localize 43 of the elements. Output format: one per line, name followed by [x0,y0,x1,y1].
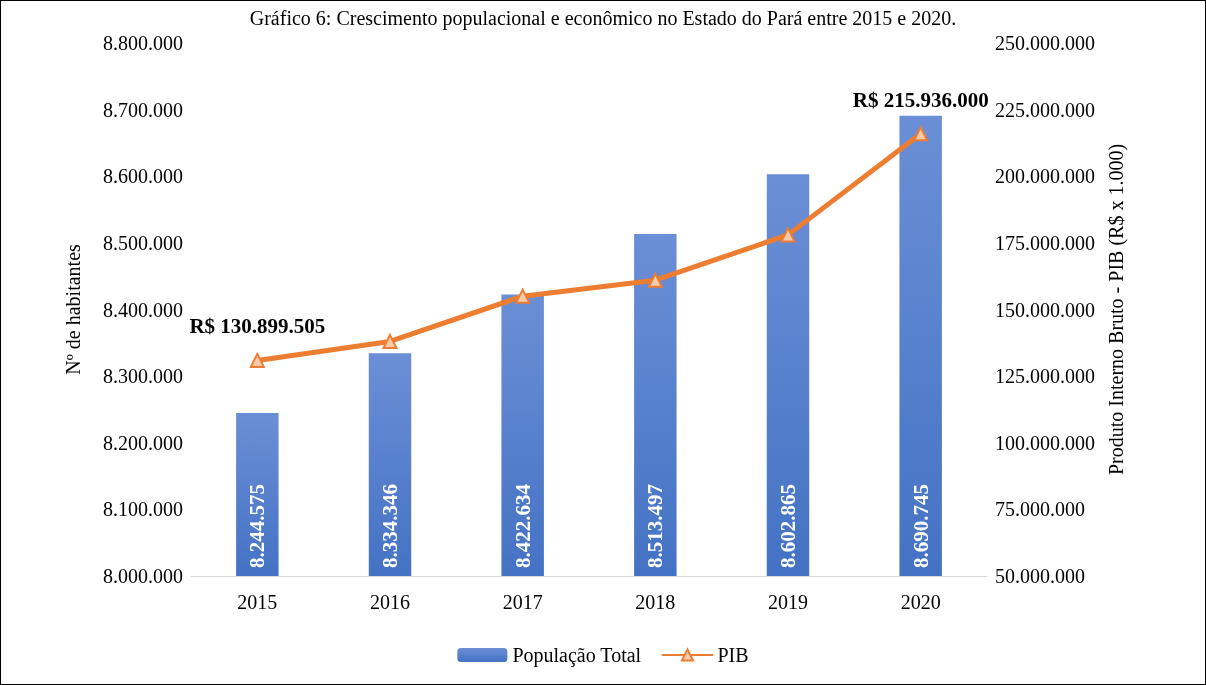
y-tick-label: 8.400.000 [103,298,183,321]
y2-tick-label: 75.000.000 [995,498,1085,521]
legend-label: PIB [717,644,749,666]
x-tick-label: 2016 [370,591,410,613]
y2-tick-label: 100.000.000 [995,431,1095,454]
data-label: 8.334.346 [378,484,402,568]
data-label: 8.690.745 [908,484,933,568]
data-label: 8.602.865 [776,484,800,568]
point [249,352,265,368]
y2-tick-label: 225.000.000 [995,98,1095,121]
point [913,126,929,142]
data-label: 8.513.497 [643,484,668,568]
y-tick-label: 8.500.000 [103,231,183,254]
point [515,288,531,304]
y2-tick-label: 200.000.000 [995,165,1095,188]
y2-axis-title: Produto Interno Bruto - PIB (R$ x 1.000) [1104,143,1128,476]
y2-tick-label: 125.000.000 [995,365,1095,388]
y-tick-label: 8.600.000 [103,165,183,188]
x-tick-label: 2019 [768,591,808,613]
y2-tick-label: 150.000.000 [995,298,1095,321]
data-label: R$ 215.936.000 [852,87,989,112]
y-tick-label: 8.100.000 [103,498,183,521]
x-tick-label: 2015 [237,591,278,613]
y-tick-label: 8.200.000 [103,431,183,454]
x-tick-label: 2020 [900,591,941,613]
point [382,333,398,349]
point [647,272,663,288]
x-tick-label: 2018 [635,591,676,613]
y-tick-label: 8.800.000 [103,32,183,54]
y-axis-title: Nº de habitantes [62,243,84,375]
legend-label: População Total [512,644,642,667]
data-label: R$ 130.899.505 [189,314,326,339]
data-label: 8.422.634 [510,483,535,568]
chart-title: Gráfico 6: Crescimento populacional e econômico no Estado do Pará entre 2015 e 2020. [249,7,957,30]
y-tick-label: 8.000.000 [103,565,183,587]
y2-tick-label: 250.000.000 [995,32,1095,54]
point [780,227,796,243]
y-tick-label: 8.700.000 [103,98,183,121]
y2-tick-label: 175.000.000 [995,231,1095,254]
data-label: 8.244.575 [245,484,270,568]
y-tick-label: 8.300.000 [103,365,183,388]
x-tick-label: 2017 [502,591,543,613]
y2-tick-label: 50.000.000 [995,565,1085,587]
